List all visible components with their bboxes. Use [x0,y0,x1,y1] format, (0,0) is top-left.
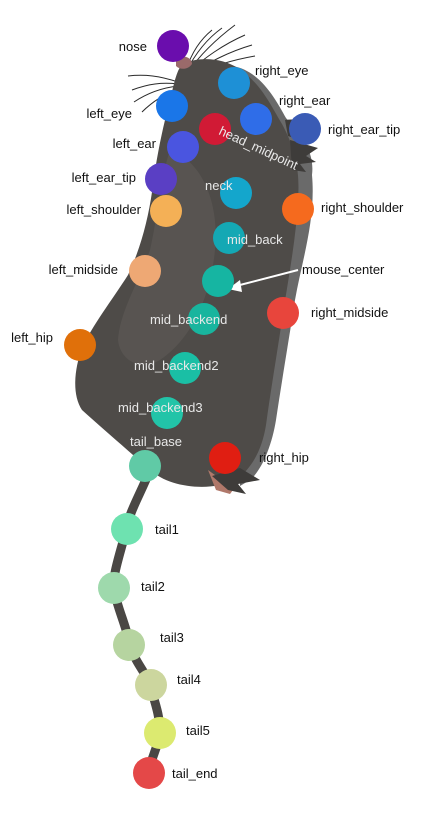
keypoint-left-eye [156,90,188,122]
keypoint-label-left-shoulder: left_shoulder [67,202,142,217]
keypoint-label-mid-backend2: mid_backend2 [134,358,219,373]
keypoint-tail5 [144,717,176,749]
keypoint-label-left-ear-tip: left_ear_tip [72,170,136,185]
keypoint-left-shoulder [150,195,182,227]
keypoint-head-midpoint [199,113,231,145]
keypoint-label-tail5: tail5 [186,723,210,738]
keypoint-label-mid-backend3: mid_backend3 [118,400,203,415]
keypoint-label-right-shoulder: right_shoulder [321,200,404,215]
keypoint-label-left-hip: left_hip [11,330,53,345]
keypoint-label-mouse-center: mouse_center [302,262,385,277]
keypoint-mid-back [213,222,245,254]
keypoint-label-tail-base: tail_base [130,434,182,449]
keypoint-mouse-center [202,265,234,297]
keypoint-tail1 [111,513,143,545]
keypoint-right-ear [240,103,272,135]
keypoint-left-ear-tip [145,163,177,195]
keypoint-right-shoulder [282,193,314,225]
keypoint-tail-base [129,450,161,482]
keypoint-tail-end [133,757,165,789]
keypoint-label-tail4: tail4 [177,672,201,687]
keypoint-label-right-hip: right_hip [259,450,309,465]
keypoint-right-eye [218,67,250,99]
keypoint-label-right-eye: right_eye [255,63,308,78]
keypoint-neck [220,177,252,209]
keypoint-right-midside [267,297,299,329]
keypoint-label-right-ear-tip: right_ear_tip [328,122,400,137]
keypoint-label-tail-end: tail_end [172,766,218,781]
keypoint-left-ear [167,131,199,163]
keypoint-left-midside [129,255,161,287]
keypoint-label-left-eye: left_eye [86,106,132,121]
keypoint-tail3 [113,629,145,661]
keypoint-label-right-midside: right_midside [311,305,388,320]
keypoint-mid-backend [188,303,220,335]
keypoint-label-mid-back: mid_back [227,232,283,247]
keypoint-label-left-midside: left_midside [49,262,118,277]
keypoint-mid-backend3 [151,397,183,429]
keypoint-tail4 [135,669,167,701]
keypoint-left-hip [64,329,96,361]
keypoint-label-tail3: tail3 [160,630,184,645]
keypoint-layer: noseright_eyeright_earleft_eyehead_midpo… [11,30,404,789]
keypoint-label-left-ear: left_ear [113,136,157,151]
keypoint-label-neck: neck [205,178,233,193]
keypoint-label-mid-backend: mid_backend [150,312,227,327]
keypoint-right-hip [209,442,241,474]
keypoint-label-tail2: tail2 [141,579,165,594]
keypoint-right-ear-tip [289,113,321,145]
keypoint-mid-backend2 [169,352,201,384]
keypoint-tail2 [98,572,130,604]
keypoint-label-tail1: tail1 [155,522,179,537]
keypoint-label-nose: nose [119,39,147,54]
keypoint-label-right-ear: right_ear [279,93,331,108]
keypoint-nose [157,30,189,62]
